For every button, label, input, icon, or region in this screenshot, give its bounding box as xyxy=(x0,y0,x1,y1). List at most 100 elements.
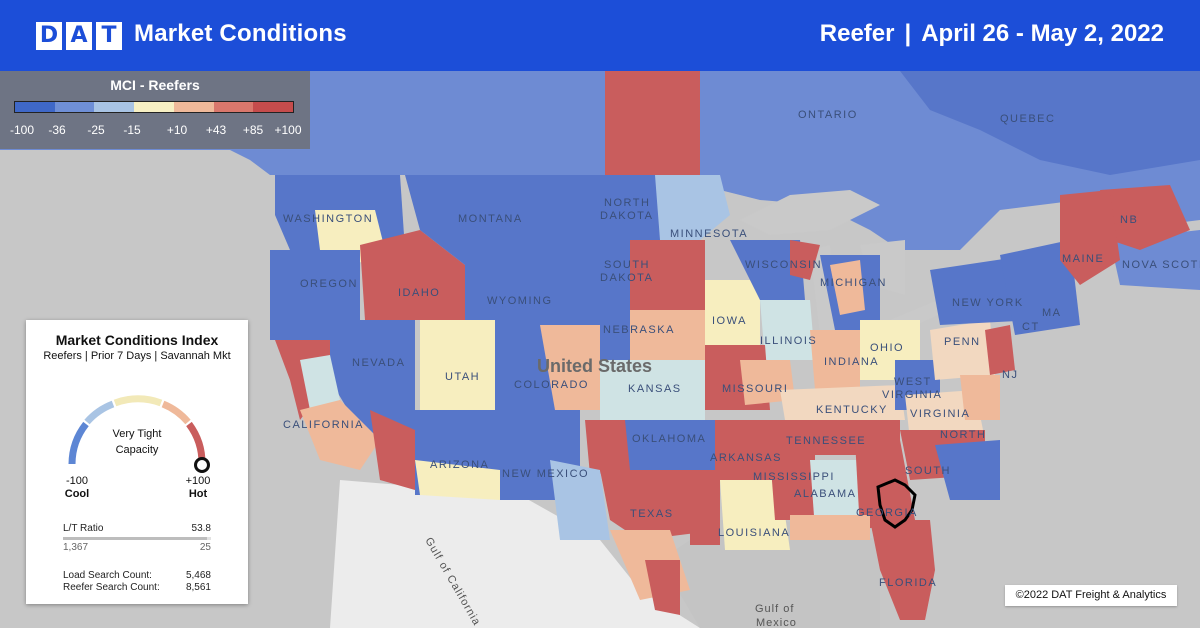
label-nova-scotia: NOVA SCOTIA xyxy=(1122,259,1200,271)
label-kentucky: KENTUCKY xyxy=(816,404,888,416)
label-kansas: KANSAS xyxy=(628,383,682,395)
reefer-search-value: 8,561 xyxy=(185,582,211,593)
label-alabama: ALABAMA xyxy=(794,488,856,500)
socal-red-region xyxy=(370,410,415,490)
panhandle-orange-region xyxy=(790,515,870,540)
label-maine: MAINE xyxy=(1062,253,1104,265)
header-context: Reefer | April 26 - May 2, 2022 xyxy=(820,20,1164,48)
label-united-states: United States xyxy=(537,356,652,376)
nj-red-region xyxy=(985,325,1015,375)
canada-region-east xyxy=(900,71,1200,175)
label-new-mexico: NEW MEXICO xyxy=(502,468,589,480)
legend-swatch xyxy=(94,102,135,112)
gauge-max-value: +100 xyxy=(185,475,211,487)
legend-tick: +85 xyxy=(242,123,264,137)
legend-swatch xyxy=(54,102,95,112)
label-virginia: VIRGINIA xyxy=(910,408,970,420)
map-legend: MCI - Reefers -100 -36 -25 -15 +10 +43 +… xyxy=(0,71,310,149)
market-conditions-card: Market Conditions Index Reefers | Prior … xyxy=(26,320,248,604)
nebraska-orange-region xyxy=(630,310,705,360)
label-louisiana: LOUISIANA xyxy=(718,527,790,539)
header-bar: D A T Market Conditions Reefer | April 26 … xyxy=(0,0,1200,71)
card-title: Market Conditions Index xyxy=(55,332,219,348)
label-oklahoma: OKLAHOMA xyxy=(632,433,706,445)
legend-tick: +43 xyxy=(205,123,227,137)
logo-letter: D xyxy=(36,22,62,50)
south-dakota-red-region xyxy=(630,240,705,310)
label-nj: NJ xyxy=(1002,369,1018,381)
label-texas: TEXAS xyxy=(630,508,674,520)
gauge-status-line2: Capacity xyxy=(115,444,159,456)
lt-truck-count: 25 xyxy=(199,542,211,553)
legend-tick: +100 xyxy=(274,123,302,137)
label-ontario: ONTARIO xyxy=(798,109,858,121)
montana-region xyxy=(405,175,570,265)
gauge-max: +100 Hot xyxy=(183,475,213,501)
legend-tick: -15 xyxy=(123,123,141,137)
gauge-arc-cool xyxy=(68,421,89,465)
logo-letter: T xyxy=(96,22,122,50)
lt-load-count: 1,367 xyxy=(63,542,89,553)
legend-swatch xyxy=(253,102,294,112)
reefer-search-row: Reefer Search Count: 8,561 xyxy=(63,582,211,593)
date-range: April 26 - May 2, 2022 xyxy=(921,20,1164,47)
savannah-market-outline[interactable] xyxy=(876,478,917,529)
gauge-arc-warm xyxy=(161,400,191,425)
legend-ticks: -100 -36 -25 -15 +10 +43 +85 +100 xyxy=(0,123,310,141)
header-separator: | xyxy=(904,20,912,47)
gauge-needle-marker xyxy=(194,457,210,473)
label-idaho: IDAHO xyxy=(398,287,440,299)
load-search-row: Load Search Count: 5,468 xyxy=(63,570,211,581)
lt-ratio-value: 53.8 xyxy=(191,523,211,534)
gauge-arc-neutral xyxy=(113,395,163,407)
legend-color-scale xyxy=(14,101,294,113)
lt-ratio-bar-fill xyxy=(63,537,207,540)
label-california: CALIFORNIA xyxy=(283,419,364,431)
nb-region xyxy=(1100,185,1190,250)
label-quebec: QUEBEC xyxy=(1000,113,1055,125)
gauge-min: -100 Cool xyxy=(62,475,92,501)
label-wisconsin: WISCONSIN xyxy=(745,259,822,271)
arizona-yellow-region xyxy=(415,460,500,500)
label-colorado: COLORADO xyxy=(514,379,589,391)
gauge-min-value: -100 xyxy=(65,475,89,487)
equipment-type: Reefer xyxy=(819,20,895,47)
utah-region xyxy=(420,320,495,410)
label-west-virginia-2: VIRGINIA xyxy=(882,389,942,401)
legend-swatch xyxy=(15,102,55,112)
label-gulf-of-mexico-1: Gulf of xyxy=(755,603,794,615)
gauge-max-label: Hot xyxy=(188,488,208,500)
colorado-orange-region xyxy=(540,325,600,410)
label-penn: PENN xyxy=(944,336,981,348)
lt-ratio-label: L/T Ratio xyxy=(63,523,104,534)
legend-title: MCI - Reefers xyxy=(110,77,200,93)
label-michigan: MICHIGAN xyxy=(820,277,887,289)
label-utah: UTAH xyxy=(445,371,480,383)
page-title: Market Conditions xyxy=(134,20,347,47)
maine-region xyxy=(1060,190,1120,285)
north-dakota-region xyxy=(570,175,660,240)
iowa-region xyxy=(705,280,760,345)
label-north-carolina: NORTH xyxy=(940,429,986,441)
legend-swatch xyxy=(213,102,254,112)
new-england-region xyxy=(1000,240,1080,335)
florida-region xyxy=(870,520,935,620)
label-arizona: ARIZONA xyxy=(430,459,489,471)
label-nebraska: NEBRASKA xyxy=(603,324,675,336)
label-florida: FLORIDA xyxy=(879,577,937,589)
label-north-dakota-1: NORTH xyxy=(604,197,650,209)
label-mississippi: MISSISSIPPI xyxy=(753,471,835,483)
east-texas-red-region xyxy=(690,470,720,545)
mexico-region xyxy=(330,480,700,628)
california-orange-region xyxy=(300,400,380,470)
mci-gauge xyxy=(68,395,210,473)
gauge-min-label: Cool xyxy=(64,488,90,500)
label-missouri: MISSOURI xyxy=(722,383,788,395)
gulf-of-mexico xyxy=(660,520,880,628)
label-arkansas: ARKANSAS xyxy=(710,452,782,464)
label-georgia: GEORGIA xyxy=(856,507,918,519)
michigan-orange-region xyxy=(830,260,865,315)
legend-swatch xyxy=(173,102,214,112)
reefer-search-label: Reefer Search Count: xyxy=(63,582,160,593)
label-gulf-of-mexico-2: Mexico xyxy=(756,617,797,628)
